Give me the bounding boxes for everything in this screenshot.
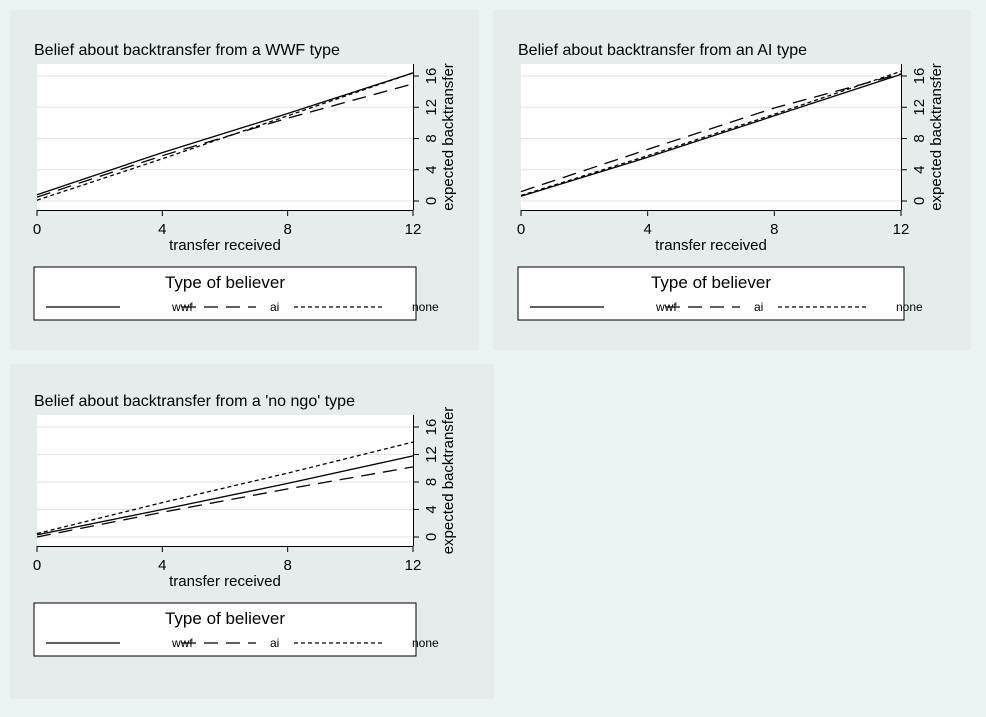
x-tick-label: 0	[33, 557, 41, 574]
y-tick-label: 12	[423, 99, 440, 116]
y-tick-label: 8	[911, 134, 928, 142]
x-tick-label: 0	[33, 221, 41, 238]
y-tick-label: 0	[911, 197, 928, 205]
series-line-wwf	[36, 72, 414, 196]
x-axis-label: transfer received	[169, 573, 281, 590]
legend-box	[517, 266, 905, 321]
legend-title: Type of believer	[651, 273, 771, 292]
y-tick-label: 16	[423, 68, 440, 85]
y-tick-label: 16	[423, 419, 440, 436]
series-line-none	[36, 441, 414, 535]
series-line-wwf	[36, 455, 414, 536]
legend-label-none: none	[896, 300, 923, 314]
x-tick-label: 8	[283, 557, 291, 574]
legend-label-ai: ai	[270, 300, 279, 314]
legend-label-none: none	[412, 636, 439, 650]
x-tick-label: 4	[158, 557, 166, 574]
y-tick-label: 4	[423, 166, 440, 174]
legend-label-none: none	[412, 300, 439, 314]
y-tick-label: 0	[423, 197, 440, 205]
y-tick-label: 12	[911, 99, 928, 116]
y-tick-label: 16	[911, 68, 928, 85]
y-tick-label: 8	[423, 478, 440, 486]
chart-panel-1: Belief about backtransfer from a WWF typ…	[10, 10, 479, 350]
x-axis-label: transfer received	[169, 237, 281, 254]
x-axis-label: transfer received	[655, 237, 767, 254]
legend-title: Type of believer	[165, 609, 285, 628]
y-axis-label: expected backtransfer	[440, 63, 457, 211]
chart-panel-3: Belief about backtransfer from a 'no ngo…	[10, 364, 494, 699]
legend-box	[33, 602, 417, 657]
legend-box	[33, 266, 417, 321]
series-line-wwf	[520, 73, 902, 197]
series-line-ai	[520, 73, 902, 193]
y-axis-label: expected backtransfer	[440, 407, 457, 555]
legend-label-ai: ai	[270, 636, 279, 650]
plot-area	[37, 415, 413, 546]
y-tick-label: 4	[423, 505, 440, 513]
y-tick-label: 8	[423, 134, 440, 142]
chart-title: Belief about backtransfer from an AI typ…	[518, 42, 807, 59]
x-tick-label: 4	[643, 221, 651, 238]
x-tick-label: 12	[405, 221, 422, 238]
x-tick-label: 8	[770, 221, 778, 238]
chart-title: Belief about backtransfer from a 'no ngo…	[34, 393, 355, 410]
x-tick-label: 0	[517, 221, 525, 238]
y-tick-label: 0	[423, 533, 440, 541]
legend-title: Type of believer	[165, 273, 285, 292]
chart-panel-2: Belief about backtransfer from an AI typ…	[493, 10, 971, 350]
x-tick-label: 12	[893, 221, 910, 238]
chart-title: Belief about backtransfer from a WWF typ…	[34, 42, 340, 59]
series-line-ai	[36, 466, 414, 538]
y-tick-label: 12	[423, 446, 440, 463]
series-line-none	[36, 72, 414, 201]
y-axis-label: expected backtransfer	[928, 63, 945, 211]
x-tick-label: 12	[405, 557, 422, 574]
y-tick-label: 4	[911, 166, 928, 174]
legend-label-ai: ai	[754, 300, 763, 314]
x-tick-label: 4	[158, 221, 166, 238]
series-line-none	[520, 70, 902, 197]
x-tick-label: 8	[283, 221, 291, 238]
